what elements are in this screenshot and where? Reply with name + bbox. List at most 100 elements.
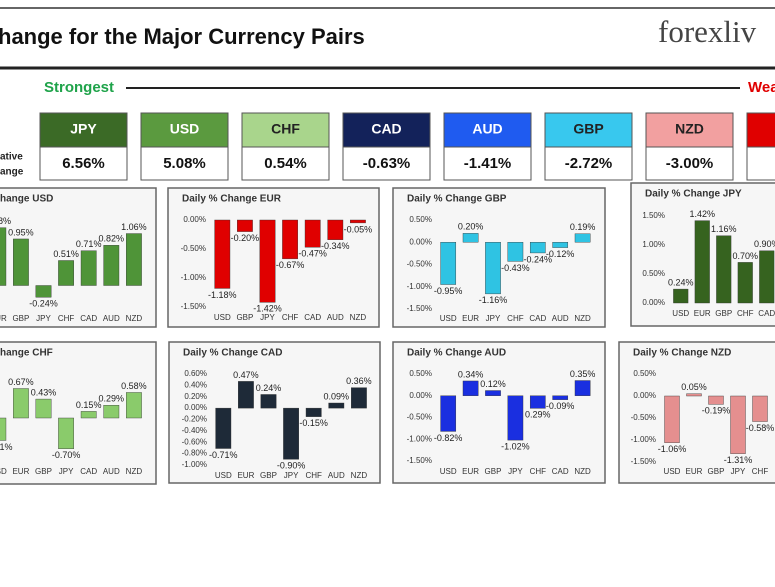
y-tick-label: -0.50%	[631, 413, 656, 422]
currency-change: 0.54%	[264, 155, 307, 172]
bar	[103, 245, 120, 286]
y-tick-label: -1.00%	[181, 273, 206, 282]
currency-header	[746, 112, 775, 148]
currency-header	[645, 112, 734, 148]
y-tick-label: -1.00%	[631, 435, 656, 444]
bar	[126, 392, 142, 419]
x-tick-label: GBP	[715, 309, 732, 318]
currency-change: -3.00%	[666, 155, 714, 172]
chart-title: Daily % Change AUD	[407, 348, 506, 359]
panel-frame	[392, 341, 606, 484]
bar	[0, 417, 7, 441]
y-tick-label: -0.50%	[407, 413, 432, 422]
x-tick-label: CHF	[752, 467, 769, 476]
value-label: 1.18%	[0, 216, 11, 226]
x-tick-label: JPY	[260, 313, 275, 322]
currency-code: GBP	[573, 121, 603, 137]
value-label: -0.95%	[434, 286, 463, 296]
y-tick-label: 0.50%	[409, 215, 432, 224]
chart-panel: Daily % Change JPY 1.50% 1.00% 0.50% 0.00% 0.…	[630, 182, 775, 327]
y-tick-label: -1.50%	[181, 302, 206, 311]
page-title: hange for the Major Currency Pairs	[0, 24, 365, 49]
bar	[260, 394, 277, 409]
logo: forexliv	[658, 14, 757, 49]
x-tick-label: CAD	[758, 309, 775, 318]
y-tick-label: 1.00%	[642, 240, 665, 249]
x-tick-label: USD	[214, 313, 231, 322]
value-label: 0.71%	[76, 239, 102, 249]
x-tick-label: GBP	[260, 471, 277, 480]
bar	[58, 260, 74, 286]
y-tick-label: 0.50%	[633, 369, 656, 378]
y-tick-label: 0.00%	[409, 391, 432, 400]
currency-change: 5.08%	[163, 155, 206, 172]
bar	[282, 219, 298, 260]
x-tick-label: EUR	[462, 314, 479, 323]
bar	[552, 395, 569, 400]
side-label: ative	[0, 152, 23, 163]
strongest-label: Strongest	[44, 79, 114, 96]
value-label: -0.51%	[0, 442, 13, 452]
currency-cell	[140, 146, 229, 181]
value-label: -0.34%	[321, 241, 350, 251]
x-tick-label: CHF	[507, 314, 524, 323]
value-label: -0.12%	[546, 249, 575, 259]
bar	[574, 233, 591, 243]
value-label: 0.15%	[76, 400, 102, 410]
bar	[694, 220, 710, 304]
value-label: 0.67%	[8, 377, 34, 387]
x-tick-label: NZD	[574, 314, 591, 323]
value-label: 0.05%	[681, 382, 707, 392]
bar	[126, 233, 142, 286]
x-tick-label: CAD	[80, 467, 97, 476]
chart-title: Daily % Change NZD	[633, 348, 731, 359]
x-tick-label: CHF	[282, 313, 299, 322]
x-tick-label: NZD	[126, 314, 143, 323]
value-label: -0.24%	[524, 254, 553, 264]
value-label: -1.16%	[479, 295, 508, 305]
bar	[0, 227, 7, 286]
currency-code: JPY	[70, 121, 97, 137]
bar	[304, 219, 321, 248]
bar	[327, 219, 344, 240]
currency-code: AUD	[472, 121, 502, 137]
x-tick-label: CHF	[737, 309, 754, 318]
value-label: -0.71%	[209, 450, 238, 460]
x-tick-label: USD	[440, 314, 457, 323]
value-label: -0.90%	[277, 461, 306, 471]
value-label: -0.19%	[702, 406, 731, 416]
panel-frame	[168, 341, 381, 484]
bar	[440, 395, 457, 432]
y-tick-label: -0.80%	[182, 449, 207, 458]
currency-header	[443, 112, 532, 148]
x-tick-label: JPY	[731, 467, 746, 476]
chart-panel: Daily % Change EUR 0.00% -0.50% -1.00% -1.50…	[167, 187, 380, 328]
bar	[485, 242, 501, 295]
value-label: 0.29%	[99, 394, 125, 404]
side-label: ange	[0, 167, 24, 178]
y-tick-label: 0.00%	[633, 391, 656, 400]
value-label: 0.12%	[480, 379, 506, 389]
currency-code: USD	[170, 121, 200, 137]
value-label: 0.47%	[233, 370, 259, 380]
currency-code: CAD	[371, 121, 401, 137]
x-tick-label: EUR	[462, 467, 479, 476]
chart-panel: hange CHF -0.51% USD 0.67% EUR 0.43% GBP-0.70%…	[0, 341, 157, 485]
value-label: 0.34%	[458, 369, 484, 379]
bar	[440, 242, 457, 285]
value-label: -0.43%	[501, 263, 530, 273]
x-tick-label: USD	[215, 471, 232, 480]
value-label: -0.67%	[276, 260, 305, 270]
x-tick-label: CHF	[58, 314, 75, 323]
x-tick-label: EUR	[0, 314, 7, 323]
x-tick-label: CAD	[80, 314, 97, 323]
value-label: 0.09%	[324, 391, 350, 401]
x-tick-label: EUR	[237, 471, 254, 480]
value-label: -0.70%	[52, 450, 81, 460]
value-label: -0.24%	[29, 299, 58, 309]
currency-header	[140, 112, 229, 148]
value-label: 0.95%	[8, 227, 34, 237]
x-tick-label: GBP	[12, 314, 29, 323]
